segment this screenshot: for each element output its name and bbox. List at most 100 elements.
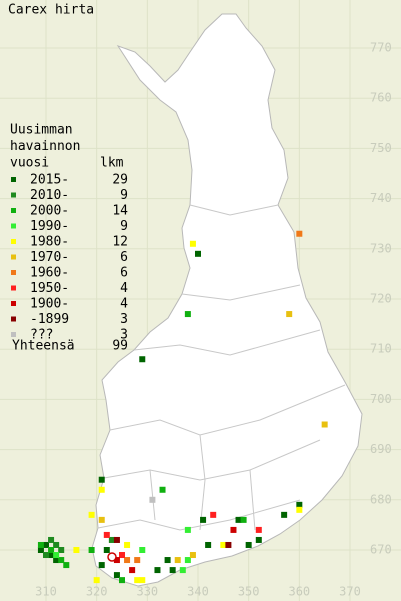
x-tick-label: 320 [86,585,108,599]
observation [48,536,55,543]
observation [169,567,176,574]
legend-count: 9 [120,188,128,203]
legend-label: 2000- [30,204,69,219]
observation [43,541,49,548]
observation [43,552,49,559]
y-tick-label: 700 [370,392,392,406]
observations [37,230,328,584]
legend-swatch [11,192,16,198]
x-tick-label: 350 [238,585,260,599]
observation [124,557,131,564]
y-tick-label: 680 [370,492,392,506]
observation [103,547,110,553]
legend-swatch [11,270,16,275]
legend-swatch [11,177,16,182]
legend-label: 1960- [30,266,69,281]
observation [103,531,110,538]
y-tick-label: 740 [370,191,392,205]
observation [73,547,80,553]
title: Carex hirta [8,3,94,18]
observation [255,526,262,533]
total-value: 99 [112,339,128,354]
observation [129,567,136,574]
observation [113,572,120,579]
observation [53,552,60,559]
capital-marker [107,552,117,562]
legend-header: Uusimman [10,123,73,138]
observation [179,567,186,574]
y-tick-label: 730 [370,241,392,255]
legend-count: 4 [120,297,128,312]
observation [98,476,105,483]
x-tick-label: 370 [339,585,361,599]
observation [113,536,120,543]
x-tick-label: 340 [187,585,209,599]
legend-count: 9 [120,219,128,234]
legend-swatch [11,208,16,213]
observation [98,516,105,523]
observation [134,577,141,584]
observation [205,541,212,548]
observation [98,486,105,493]
observation [88,511,95,518]
legend-swatch [11,223,16,229]
legend-header: havainnon [10,139,80,154]
legend-header: vuosi [10,156,49,171]
y-tick-label: 720 [370,292,392,306]
observation [200,516,207,523]
legend-count: 3 [120,328,128,343]
x-tick-label: 310 [35,585,57,599]
observation [119,552,125,559]
legend-swatch [11,285,16,291]
region-borders [97,204,346,531]
y-tick-label: 750 [370,141,392,155]
x-tick-label: 330 [136,585,158,599]
legend-swatch [11,254,16,260]
legend-label: 1950- [30,281,69,296]
legend-count: 12 [112,235,128,250]
legend-swatch [11,332,16,337]
observation [184,526,191,533]
observation [139,577,146,584]
observation [296,230,303,237]
observation [286,311,293,318]
observation [245,541,252,548]
observation [113,557,120,564]
observation [48,547,55,553]
observation [235,516,242,523]
legend-count: 3 [120,312,128,327]
observation [184,557,191,564]
legend-count: 4 [120,281,128,296]
observation [119,577,125,584]
y-tick-label: 770 [370,41,392,55]
observation [139,356,146,363]
observation [159,486,166,493]
legend-count: 29 [112,173,128,188]
y-tick-label: 710 [370,342,392,356]
observation [255,536,262,543]
y-tick-label: 760 [370,91,392,105]
observation [220,541,227,548]
legend-count: 6 [120,250,128,265]
observation [134,557,141,564]
observation [184,311,191,318]
observation [93,577,100,584]
legend-label: -1899 [30,312,69,327]
legend-swatch [11,239,16,244]
observation [296,501,303,508]
observation [195,250,201,257]
observation [53,541,60,548]
legend-label: 2010- [30,188,69,203]
observation [58,557,65,564]
observation [321,421,328,428]
observation [230,526,237,533]
x-tick-label: 360 [288,585,310,599]
legend-label: 1900- [30,297,69,312]
observation [53,557,60,564]
observation [124,541,131,548]
observation [63,562,70,569]
observation [189,240,196,247]
observation [296,506,303,513]
observation [240,516,247,523]
